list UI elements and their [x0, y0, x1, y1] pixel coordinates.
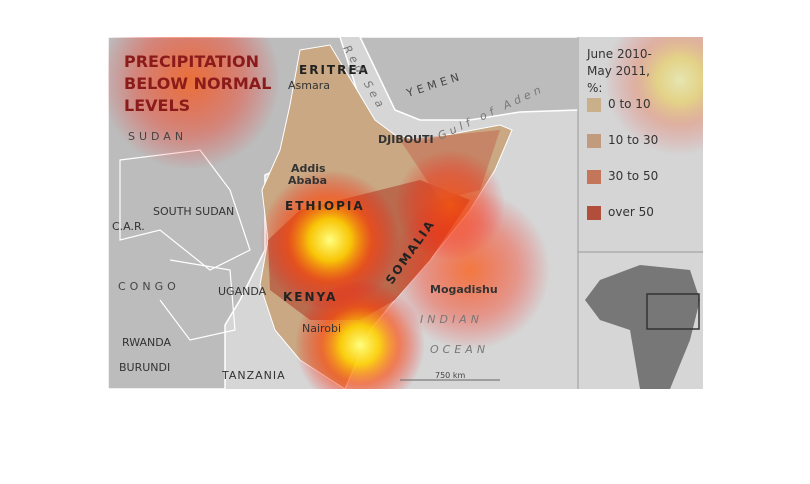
city-label: Nairobi [302, 322, 341, 335]
sea-label: INDIAN [420, 313, 483, 326]
city-label: Ababa [288, 174, 327, 187]
place-label: CONGO [118, 280, 180, 293]
scale-label: 750 km [435, 371, 465, 380]
border [159, 259, 236, 341]
city-label: Addis [291, 162, 326, 175]
place-label: UGANDA [218, 285, 267, 298]
legend-label: 0 to 10 [608, 97, 651, 111]
legend-title: June 2010-May 2011, %: [587, 47, 652, 95]
heat-blob [295, 280, 425, 389]
legend-swatch [587, 134, 601, 148]
sea-label: OCEAN [430, 343, 489, 356]
city-label: Asmara [288, 79, 330, 92]
legend-label: 30 to 50 [608, 169, 659, 183]
place-label: TANZANIA [221, 369, 286, 382]
map-body [108, 37, 703, 389]
legend-swatch [587, 206, 601, 220]
place-label: SOUTH SUDAN [153, 205, 234, 218]
place-label: SUDAN [128, 130, 187, 143]
place-label: BURUNDI [119, 361, 170, 374]
place-label: RWANDA [122, 336, 172, 349]
inset-africa [585, 265, 700, 389]
legend-label: 10 to 30 [608, 133, 659, 147]
heat-blob [108, 37, 280, 170]
heat-blob [260, 170, 400, 310]
place-label: ERITREA [299, 63, 370, 77]
place-label: DJIBOUTI [378, 133, 434, 146]
place-label: C.A.R. [112, 220, 145, 233]
inset-frame [646, 293, 700, 330]
place-label: ETHIOPIA [285, 199, 365, 213]
city-label: Mogadishu [430, 283, 498, 296]
legend-swatch [587, 170, 601, 184]
legend-swatch [587, 98, 601, 112]
legend-label: over 50 [608, 205, 654, 219]
title: PRECIPITATION BELOW NORMAL LEVELS [124, 52, 277, 115]
heat-blob [395, 150, 505, 260]
place-label: KENYA [283, 290, 337, 304]
